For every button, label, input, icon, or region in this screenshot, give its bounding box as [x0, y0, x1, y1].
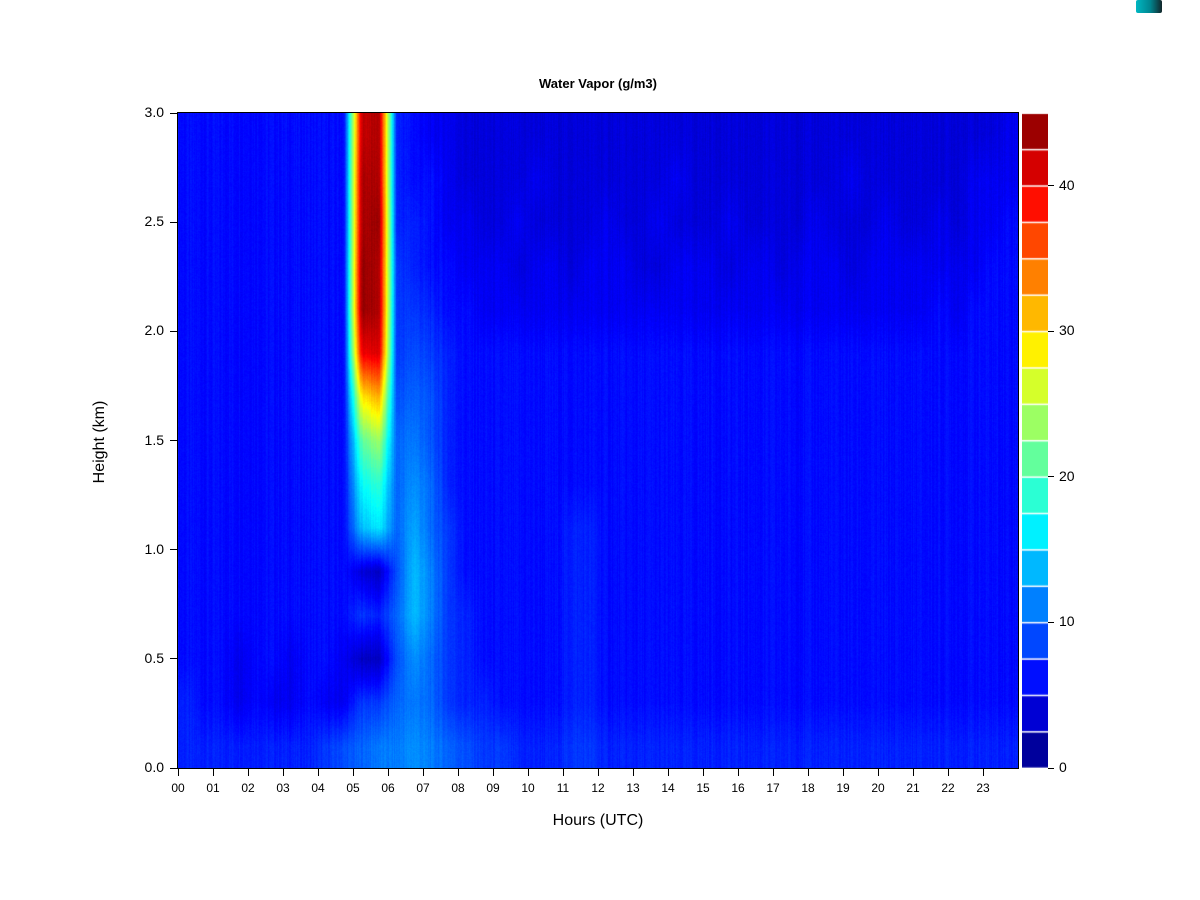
x-tick — [738, 769, 739, 776]
x-tick-label: 14 — [661, 781, 675, 795]
x-tick-label: 09 — [486, 781, 500, 795]
x-tick — [248, 769, 249, 776]
x-tick — [843, 769, 844, 776]
x-tick — [703, 769, 704, 776]
x-tick-label: 00 — [171, 781, 185, 795]
x-tick-label: 23 — [976, 781, 990, 795]
y-tick — [170, 221, 178, 223]
x-tick — [598, 769, 599, 776]
y-tick-label: 0.0 — [144, 759, 164, 775]
x-tick — [458, 769, 459, 776]
x-tick-label: 01 — [206, 781, 220, 795]
y-tick — [170, 440, 178, 441]
y-tick-label: 3.0 — [144, 104, 164, 120]
x-tick — [318, 769, 319, 776]
y-tick — [170, 767, 178, 769]
x-tick-label: 02 — [241, 781, 255, 795]
x-tick-label: 15 — [696, 781, 710, 795]
x-tick — [668, 769, 669, 776]
clipped-corner-icon — [1136, 0, 1162, 13]
colorbar-tick — [1048, 621, 1054, 623]
y-tick-label: 1.5 — [144, 431, 164, 448]
x-tick — [983, 769, 984, 776]
x-tick — [423, 769, 424, 776]
x-tick — [878, 769, 879, 776]
x-tick — [353, 769, 354, 776]
x-tick-label: 05 — [346, 781, 360, 795]
colorbar-tick — [1048, 185, 1054, 187]
y-tick-label: 1.0 — [144, 540, 164, 557]
x-tick — [773, 769, 774, 776]
colorbar-tick-label: 20 — [1059, 467, 1075, 484]
x-tick-label: 11 — [556, 781, 570, 795]
x-tick-label: 12 — [591, 781, 605, 795]
x-tick — [913, 769, 914, 776]
x-tick-label: 04 — [311, 781, 325, 795]
x-tick-label: 19 — [836, 781, 850, 795]
heatmap-plot — [177, 112, 1019, 769]
y-tick — [170, 330, 178, 332]
colorbar-tick-label: 10 — [1059, 613, 1075, 630]
x-tick — [528, 769, 529, 776]
y-tick-label: 0.5 — [144, 649, 164, 666]
x-tick — [493, 769, 494, 776]
x-tick — [283, 769, 284, 776]
colorbar-tick-label: 40 — [1059, 176, 1075, 193]
x-tick — [948, 769, 949, 776]
y-tick — [170, 549, 178, 551]
x-tick — [388, 769, 389, 776]
x-tick-label: 10 — [521, 781, 535, 795]
y-tick-label: 2.5 — [144, 213, 164, 230]
x-tick — [178, 769, 179, 776]
y-tick — [170, 112, 178, 114]
x-tick — [563, 769, 564, 776]
x-axis-title: Hours (UTC) — [552, 812, 644, 829]
x-tick-label: 22 — [941, 781, 955, 795]
x-tick-label: 17 — [766, 781, 780, 795]
y-tick-label: 2.0 — [144, 322, 164, 339]
x-tick-label: 21 — [906, 781, 920, 795]
x-tick — [213, 769, 214, 776]
x-tick-label: 13 — [626, 781, 640, 795]
colorbar-tick-label: 0 — [1059, 759, 1067, 775]
colorbar-tick — [1048, 476, 1054, 478]
x-tick-label: 18 — [801, 781, 815, 795]
x-tick — [633, 769, 634, 776]
x-tick — [808, 769, 809, 776]
x-tick-label: 20 — [871, 781, 885, 795]
x-tick-label: 07 — [416, 781, 430, 795]
colorbar-tick — [1048, 330, 1054, 332]
x-tick-label: 03 — [276, 781, 290, 795]
x-tick-label: 08 — [451, 781, 465, 795]
colorbar — [1022, 113, 1048, 768]
colorbar-tick-label: 30 — [1059, 322, 1075, 339]
x-tick-label: 16 — [731, 781, 745, 795]
x-tick-label: 06 — [381, 781, 395, 795]
y-tick — [170, 658, 178, 660]
chart-title: Water Vapor (g/m3) — [539, 76, 657, 91]
y-axis-title: Height (km) — [91, 400, 108, 484]
colorbar-tick — [1048, 767, 1054, 769]
